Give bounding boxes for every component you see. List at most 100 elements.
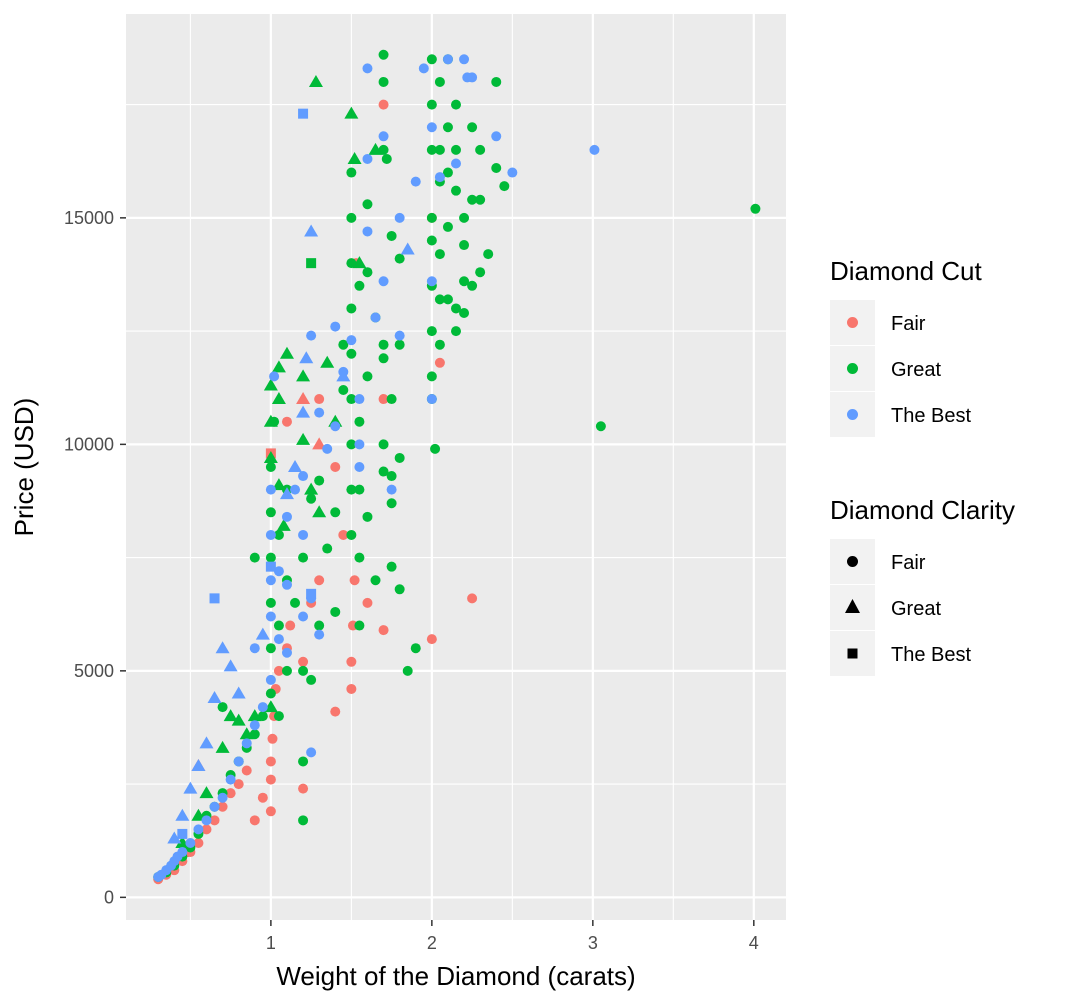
data-point-great-circle — [378, 439, 389, 450]
legend-label: Great — [891, 598, 941, 620]
data-point-great-circle — [362, 199, 373, 210]
data-point-the-best-circle — [378, 131, 389, 142]
data-point-the-best-circle — [265, 484, 276, 495]
data-point-great-triangle — [320, 355, 335, 368]
x-tick-label: 3 — [588, 933, 598, 953]
data-point-great-circle — [426, 371, 437, 382]
data-point-great-triangle — [308, 74, 323, 87]
data-point-fair-circle — [281, 416, 292, 427]
data-point-the-best-triangle — [175, 808, 190, 821]
data-point-fair-circle — [257, 792, 268, 803]
data-point-great-circle — [410, 643, 421, 654]
data-point-great-circle — [750, 203, 761, 214]
data-point-great-triangle — [239, 727, 254, 740]
data-point-great-circle — [451, 99, 461, 110]
data-point-the-best-circle — [209, 801, 220, 812]
data-point-great-triangle — [276, 518, 291, 531]
data-point-fair-circle — [349, 575, 360, 586]
data-point-fair-circle — [378, 625, 389, 636]
data-point-the-best-circle — [265, 611, 276, 622]
data-point-the-best-circle — [249, 643, 260, 654]
legend-diamond-clarity: Diamond Clarity Fair Great The Best — [830, 495, 1015, 676]
data-point-great-circle — [346, 484, 357, 495]
legend-key-fair — [847, 317, 858, 328]
data-point-great-circle — [354, 416, 365, 427]
data-point-fair-circle — [378, 99, 389, 110]
data-point-the-best-circle — [269, 371, 280, 382]
x-tick-label: 1 — [266, 933, 276, 953]
data-point-great-circle — [354, 280, 365, 291]
data-point-great-triangle — [247, 709, 262, 722]
data-point-the-best-circle — [298, 471, 309, 482]
data-point-great-circle — [346, 303, 357, 314]
data-point-the-best-circle — [362, 63, 373, 74]
legend-item-fair: Fair — [830, 300, 926, 345]
data-point-the-best-triangle — [223, 659, 238, 672]
data-point-the-best-circle — [233, 756, 244, 767]
data-point-great-circle — [298, 665, 309, 676]
data-point-great-circle — [434, 249, 445, 260]
data-point-great-circle — [249, 729, 260, 740]
data-point-the-best-circle — [322, 443, 333, 454]
data-point-the-best-circle — [225, 774, 236, 785]
data-point-great-triangle — [304, 482, 319, 495]
y-tick-label: 0 — [104, 887, 114, 907]
data-point-the-best-circle — [185, 837, 196, 848]
legend-item-the-best: The Best — [830, 392, 971, 437]
data-point-great-circle — [483, 249, 494, 260]
data-point-great-circle — [330, 606, 341, 617]
data-point-the-best-triangle — [207, 691, 222, 704]
data-point-the-best-circle — [354, 462, 365, 472]
data-point-great-circle — [346, 258, 357, 269]
data-point-great-circle — [467, 194, 478, 205]
data-point-the-best-circle — [491, 131, 502, 142]
data-point-fair-circle — [201, 824, 212, 835]
data-point-great-circle — [273, 529, 284, 540]
data-point-the-best-circle — [467, 72, 478, 83]
data-point-great-circle — [362, 511, 373, 522]
data-point-great-circle — [378, 339, 389, 350]
data-point-great-circle — [306, 493, 317, 504]
data-point-the-best-circle — [394, 212, 405, 223]
data-point-the-best-circle — [362, 153, 373, 164]
legend-label: The Best — [891, 405, 971, 427]
data-point-great-circle — [451, 303, 461, 314]
data-point-great-circle — [434, 339, 445, 350]
data-point-great-circle — [298, 552, 309, 563]
data-point-the-best-triangle — [299, 351, 314, 364]
data-point-the-best-square — [298, 108, 309, 119]
data-point-great-circle — [330, 507, 341, 518]
data-point-great-circle — [434, 144, 445, 155]
data-point-the-best-circle — [362, 226, 373, 237]
data-point-great-circle — [459, 212, 470, 223]
data-point-the-best-circle — [442, 54, 453, 65]
data-point-fair-circle — [265, 806, 276, 817]
data-point-the-best-triangle — [400, 242, 415, 255]
data-point-great-circle — [249, 552, 260, 563]
data-point-the-best-circle — [273, 634, 284, 645]
y-tick-label: 10000 — [64, 434, 114, 454]
data-point-the-best-triangle — [296, 405, 311, 418]
legend-item-the-best: The Best — [830, 631, 971, 676]
data-point-great-circle — [265, 462, 276, 472]
data-point-great-triangle — [279, 346, 294, 359]
data-point-great-circle — [475, 194, 486, 205]
data-point-great-circle — [338, 384, 349, 395]
data-point-great-triangle — [344, 106, 359, 119]
data-point-great-circle — [314, 620, 325, 631]
data-point-great-circle — [442, 221, 453, 232]
data-point-great-circle — [394, 253, 405, 264]
data-point-fair-circle — [233, 779, 244, 790]
data-point-great-circle — [378, 144, 389, 155]
data-point-great-triangle — [271, 360, 286, 373]
data-point-great-triangle — [263, 450, 278, 463]
legend-label: Fair — [891, 552, 926, 574]
data-point-the-best-square — [265, 561, 276, 572]
data-point-great-triangle — [231, 713, 246, 726]
data-point-great-circle — [281, 665, 292, 676]
data-point-great-circle — [265, 507, 276, 518]
data-point-great-circle — [378, 466, 389, 477]
data-point-great-circle — [386, 561, 397, 572]
data-point-the-best-circle — [330, 421, 341, 432]
data-point-fair-circle — [346, 656, 357, 667]
